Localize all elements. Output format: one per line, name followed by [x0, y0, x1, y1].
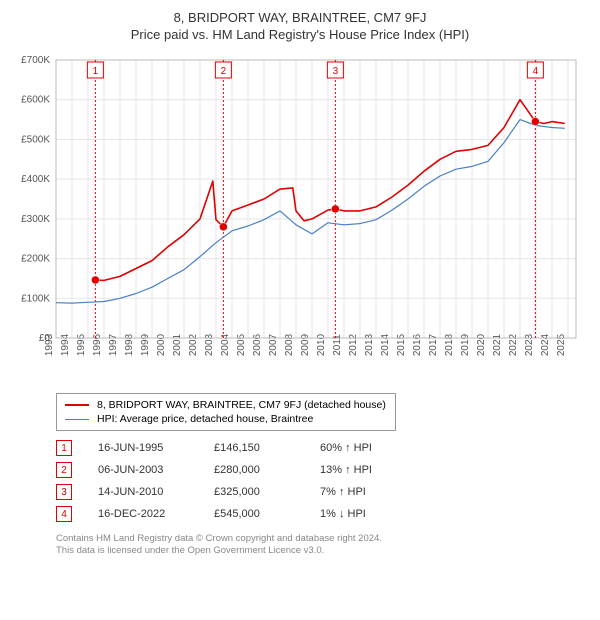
sale-date: 16-DEC-2022 [98, 508, 188, 520]
sale-marker-badge: 3 [56, 484, 72, 500]
svg-text:£400K: £400K [21, 174, 50, 185]
title-address: 8, BRIDPORT WAY, BRAINTREE, CM7 9FJ [12, 10, 588, 25]
table-row: 4 16-DEC-2022 £545,000 1% ↓ HPI [56, 503, 588, 525]
sales-table: 1 16-JUN-1995 £146,150 60% ↑ HPI 2 06-JU… [56, 437, 588, 525]
sale-price: £280,000 [214, 464, 294, 476]
svg-text:1: 1 [93, 66, 99, 77]
table-row: 3 14-JUN-2010 £325,000 7% ↑ HPI [56, 481, 588, 503]
chart-container: 8, BRIDPORT WAY, BRAINTREE, CM7 9FJ Pric… [0, 0, 600, 568]
footnote: Contains HM Land Registry data © Crown c… [56, 533, 588, 558]
svg-text:2023: 2023 [524, 333, 535, 356]
svg-text:2003: 2003 [204, 333, 215, 356]
svg-text:2012: 2012 [348, 333, 359, 356]
legend-swatch [65, 404, 89, 406]
svg-text:£100K: £100K [21, 293, 50, 304]
svg-text:2019: 2019 [460, 333, 471, 356]
svg-text:2021: 2021 [492, 333, 503, 356]
svg-text:2002: 2002 [188, 333, 199, 356]
sale-marker-badge: 4 [56, 506, 72, 522]
svg-text:2024: 2024 [540, 333, 551, 356]
sale-pct: 7% ↑ HPI [320, 486, 420, 498]
svg-text:1993: 1993 [44, 333, 55, 356]
svg-text:2014: 2014 [380, 333, 391, 356]
svg-text:4: 4 [533, 66, 539, 77]
sale-marker-badge: 1 [56, 440, 72, 456]
svg-text:2001: 2001 [172, 333, 183, 356]
svg-text:1997: 1997 [108, 333, 119, 356]
table-row: 2 06-JUN-2003 £280,000 13% ↑ HPI [56, 459, 588, 481]
legend-swatch [65, 419, 89, 420]
svg-text:2007: 2007 [268, 333, 279, 356]
svg-text:£300K: £300K [21, 214, 50, 225]
svg-text:1999: 1999 [140, 333, 151, 356]
svg-text:2008: 2008 [284, 333, 295, 356]
sale-price: £146,150 [214, 442, 294, 454]
svg-text:2: 2 [221, 66, 227, 77]
svg-text:2020: 2020 [476, 333, 487, 356]
price-chart: £0£100K£200K£300K£400K£500K£600K£700K199… [12, 50, 588, 380]
sale-pct: 60% ↑ HPI [320, 442, 420, 454]
svg-text:2006: 2006 [252, 333, 263, 356]
svg-text:2018: 2018 [444, 333, 455, 356]
sale-date: 14-JUN-2010 [98, 486, 188, 498]
sale-date: 06-JUN-2003 [98, 464, 188, 476]
sale-price: £325,000 [214, 486, 294, 498]
svg-text:2005: 2005 [236, 333, 247, 356]
legend: 8, BRIDPORT WAY, BRAINTREE, CM7 9FJ (det… [56, 393, 396, 431]
svg-text:2016: 2016 [412, 333, 423, 356]
svg-text:1994: 1994 [60, 333, 71, 356]
table-row: 1 16-JUN-1995 £146,150 60% ↑ HPI [56, 437, 588, 459]
svg-text:2025: 2025 [556, 333, 567, 356]
svg-text:3: 3 [333, 66, 339, 77]
svg-text:2004: 2004 [220, 333, 231, 356]
svg-text:£600K: £600K [21, 95, 50, 106]
footnote-line: Contains HM Land Registry data © Crown c… [56, 533, 588, 545]
svg-text:£500K: £500K [21, 134, 50, 145]
svg-text:2015: 2015 [396, 333, 407, 356]
svg-text:1996: 1996 [92, 333, 103, 356]
svg-text:1995: 1995 [76, 333, 87, 356]
sale-date: 16-JUN-1995 [98, 442, 188, 454]
svg-text:2011: 2011 [332, 334, 343, 356]
legend-label: 8, BRIDPORT WAY, BRAINTREE, CM7 9FJ (det… [97, 399, 386, 411]
legend-label: HPI: Average price, detached house, Brai… [97, 413, 313, 425]
sale-pct: 1% ↓ HPI [320, 508, 420, 520]
svg-text:£200K: £200K [21, 254, 50, 265]
svg-text:2013: 2013 [364, 333, 375, 356]
chart-area: £0£100K£200K£300K£400K£500K£600K£700K199… [12, 50, 588, 385]
sale-marker-badge: 2 [56, 462, 72, 478]
svg-text:2017: 2017 [428, 333, 439, 356]
svg-text:2022: 2022 [508, 333, 519, 356]
legend-item: 8, BRIDPORT WAY, BRAINTREE, CM7 9FJ (det… [65, 398, 387, 412]
legend-item: HPI: Average price, detached house, Brai… [65, 412, 387, 426]
svg-text:2009: 2009 [300, 333, 311, 356]
svg-text:2000: 2000 [156, 333, 167, 356]
sale-pct: 13% ↑ HPI [320, 464, 420, 476]
title-subtitle: Price paid vs. HM Land Registry's House … [12, 27, 588, 42]
footnote-line: This data is licensed under the Open Gov… [56, 545, 588, 557]
svg-text:2010: 2010 [316, 333, 327, 356]
svg-text:£700K: £700K [21, 55, 50, 66]
sale-price: £545,000 [214, 508, 294, 520]
svg-text:1998: 1998 [124, 333, 135, 356]
